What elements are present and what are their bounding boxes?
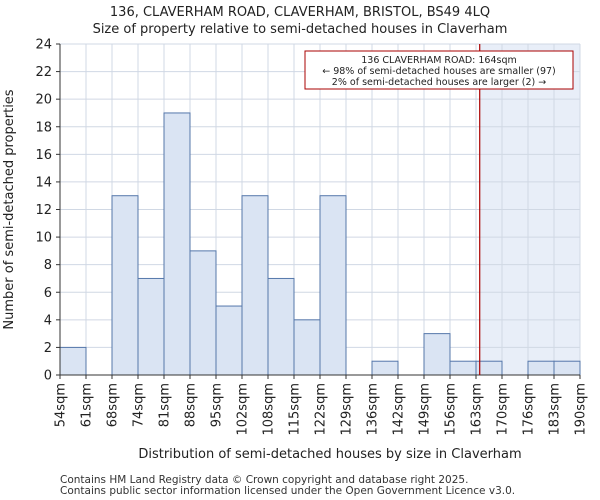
y-tick-label: 24	[35, 38, 52, 53]
x-tick-label: 183sqm	[548, 383, 563, 436]
y-tick-label: 4	[44, 313, 52, 328]
bar	[267, 277, 295, 376]
y-tick-label: 2	[44, 341, 52, 356]
bar	[111, 195, 139, 376]
footer-line-1: Contains HM Land Registry data © Crown c…	[60, 474, 469, 486]
x-tick-label: 74sqm	[132, 383, 147, 427]
bar	[189, 250, 217, 376]
annotation-line: 136 CLAVERHAM ROAD: 164sqm	[361, 55, 516, 66]
y-tick-label: 14	[35, 175, 52, 190]
bar	[371, 360, 399, 376]
y-tick-label: 12	[35, 203, 52, 218]
y-tick-label: 22	[35, 65, 52, 80]
bar	[241, 195, 269, 376]
bar	[553, 360, 581, 376]
bar	[163, 112, 191, 376]
y-axis-title: Number of semi-detached properties	[2, 89, 17, 329]
x-tick-label: 136sqm	[366, 383, 381, 436]
x-tick-label: 142sqm	[392, 383, 407, 436]
footer-line-2: Contains public sector information licen…	[60, 485, 516, 497]
x-tick-label: 190sqm	[574, 383, 589, 436]
chart-title: 136, CLAVERHAM ROAD, CLAVERHAM, BRISTOL,…	[109, 5, 491, 20]
x-tick-label: 61sqm	[80, 383, 95, 427]
y-tick-label: 10	[35, 231, 52, 246]
x-tick-label: 68sqm	[106, 383, 121, 427]
x-tick-label: 95sqm	[210, 383, 225, 427]
annotation-line: 2% of semi-detached houses are larger (2…	[332, 77, 546, 88]
x-tick-label: 54sqm	[54, 383, 69, 427]
x-tick-label: 102sqm	[236, 383, 251, 436]
x-tick-label: 122sqm	[314, 383, 329, 436]
bar	[137, 277, 165, 376]
x-axis-title: Distribution of semi-detached houses by …	[138, 447, 521, 462]
x-tick-label: 88sqm	[184, 383, 199, 427]
x-tick-label: 170sqm	[496, 383, 511, 436]
y-tick-label: 18	[35, 120, 52, 135]
x-tick-label: 176sqm	[522, 383, 537, 436]
x-tick-label: 108sqm	[262, 383, 277, 436]
x-tick-label: 163sqm	[470, 383, 485, 436]
bar	[527, 360, 555, 376]
annotation-line: ← 98% of semi-detached houses are smalle…	[322, 66, 556, 77]
x-tick-label: 81sqm	[158, 383, 173, 427]
bar	[215, 305, 243, 376]
annotation-box	[304, 50, 574, 90]
y-tick-label: 16	[35, 148, 52, 163]
bar	[449, 360, 477, 376]
y-tick-label: 8	[44, 258, 52, 273]
bar	[423, 333, 451, 376]
y-tick-label: 0	[44, 369, 52, 384]
bar	[59, 346, 87, 376]
y-tick-label: 20	[35, 93, 52, 108]
bar	[293, 319, 321, 376]
x-tick-label: 115sqm	[288, 383, 303, 436]
x-tick-label: 156sqm	[444, 383, 459, 436]
x-tick-label: 149sqm	[418, 383, 433, 436]
y-tick-label: 6	[44, 286, 52, 301]
chart-subtitle: Size of property relative to semi-detach…	[92, 22, 508, 37]
x-tick-label: 129sqm	[340, 383, 355, 436]
bar	[319, 195, 347, 376]
